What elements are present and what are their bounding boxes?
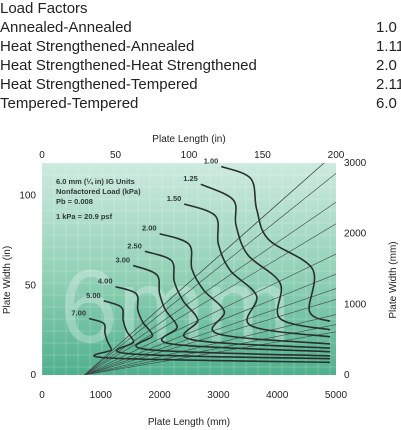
factor-label: Heat Strengthened-Heat Strengthened [0, 57, 257, 74]
factor-row: Heat Strengthened-Annealed 1.11 [0, 37, 401, 56]
curve-label: 1.50 [167, 194, 182, 203]
left-axis-label: Plate Width (in) [2, 246, 13, 314]
curve-label: 2.50 [127, 241, 142, 250]
plot-grid [42, 163, 336, 375]
factor-value: 2.11 [376, 76, 401, 93]
load-curve-1.25 [200, 183, 331, 331]
left-tick-label: 50 [25, 280, 37, 291]
curve-label: 1.25 [183, 174, 198, 183]
load-chart: 6mm 1.001.251.502.002.503.004.005.007.00… [2, 134, 399, 428]
top-tick-label: 150 [254, 150, 271, 161]
factor-value: 6.0 [376, 95, 397, 112]
load-curves [88, 165, 331, 364]
factor-label: Heat Strengthened-Tempered [0, 76, 198, 93]
factor-label: Annealed-Annealed [0, 19, 132, 36]
top-tick-label: 50 [110, 150, 122, 161]
load-curve-7.00 [88, 317, 331, 364]
right-tick-label: 1000 [344, 299, 367, 310]
aspect-ratio-line [84, 288, 336, 375]
factor-row: Tempered-Tempered 6.0 [0, 94, 401, 113]
info-line: Pb = 0.008 [56, 197, 93, 206]
curve-label: 1.00 [204, 157, 219, 166]
factor-row: Annealed-Annealed 1.0 [0, 18, 401, 37]
curve-labels: 1.00 1.25 1.50 2.002.50 3.00 4.00 5.007.00 [71, 157, 218, 318]
load-curve-2.50 [144, 250, 331, 349]
curve-label: 5.00 [86, 291, 101, 300]
top-axis-ticks: 0 50 100 150 200 [39, 150, 345, 161]
curve-label: 4.00 [98, 277, 113, 286]
top-tick-label: 0 [39, 150, 45, 161]
bottom-tick-label: 1000 [90, 390, 113, 401]
info-line: 6.0 mm (¼ in) IG Units [56, 177, 135, 186]
right-axis-ticks: 0 1000 2000 3000 [344, 158, 367, 381]
top-axis-label: Plate Length (in) [152, 134, 225, 145]
bottom-tick-label: 3000 [207, 390, 230, 401]
right-axis-label: Plate Width (mm) [388, 241, 399, 318]
bottom-tick-label: 2000 [148, 390, 171, 401]
factor-row: Heat Strengthened-Heat Strengthened 2.0 [0, 56, 401, 75]
info-line: Nonfactored Load (kPa) [56, 187, 141, 196]
bottom-tick-label: 0 [39, 390, 45, 401]
top-tick-label: 100 [181, 150, 198, 161]
right-tick-label: 0 [344, 370, 350, 381]
factor-value: 1.11 [376, 38, 401, 55]
factor-value: 2.0 [376, 57, 397, 74]
left-tick-label: 100 [19, 191, 36, 202]
load-curve-5.00 [103, 300, 331, 360]
right-tick-label: 3000 [344, 158, 367, 169]
curve-label: 7.00 [71, 309, 86, 318]
bottom-tick-label: 5000 [325, 390, 348, 401]
bottom-axis-label: Plate Length (mm) [148, 417, 230, 428]
curve-label: 3.00 [115, 256, 130, 265]
load-curve-1.50 [184, 203, 331, 338]
left-axis-ticks: 0 50 100 [19, 191, 36, 381]
info-box: 6.0 mm (¼ in) IG Units Nonfactored Load … [56, 177, 141, 221]
load-curve-3.00 [132, 264, 331, 353]
aspect-ratio-line [84, 299, 336, 375]
factor-label: Tempered-Tempered [0, 95, 139, 112]
aspect-ratio-line [84, 163, 325, 375]
load-curve-4.00 [115, 285, 331, 357]
load-curve-1.00 [220, 165, 331, 323]
right-tick-label: 2000 [344, 229, 367, 240]
curve-label: 2.00 [142, 224, 157, 233]
info-line: 1 kPa = 20.9 psf [56, 212, 113, 221]
factor-value: 1.0 [376, 19, 397, 36]
top-tick-label: 200 [328, 150, 345, 161]
factor-row: Heat Strengthened-Tempered 2.11 [0, 75, 401, 94]
aspect-ratio-line [84, 253, 336, 375]
aspect-ratio-line [84, 223, 336, 375]
bottom-axis-ticks: 0 1000 2000 3000 4000 5000 [39, 390, 347, 401]
load-curve-2.00 [159, 232, 331, 345]
left-tick-label: 0 [30, 370, 36, 381]
load-factors-heading: Load Factors [0, 0, 88, 17]
bottom-tick-label: 4000 [266, 390, 289, 401]
aspect-ratio-line [84, 173, 336, 375]
factor-label: Heat Strengthened-Annealed [0, 38, 195, 55]
